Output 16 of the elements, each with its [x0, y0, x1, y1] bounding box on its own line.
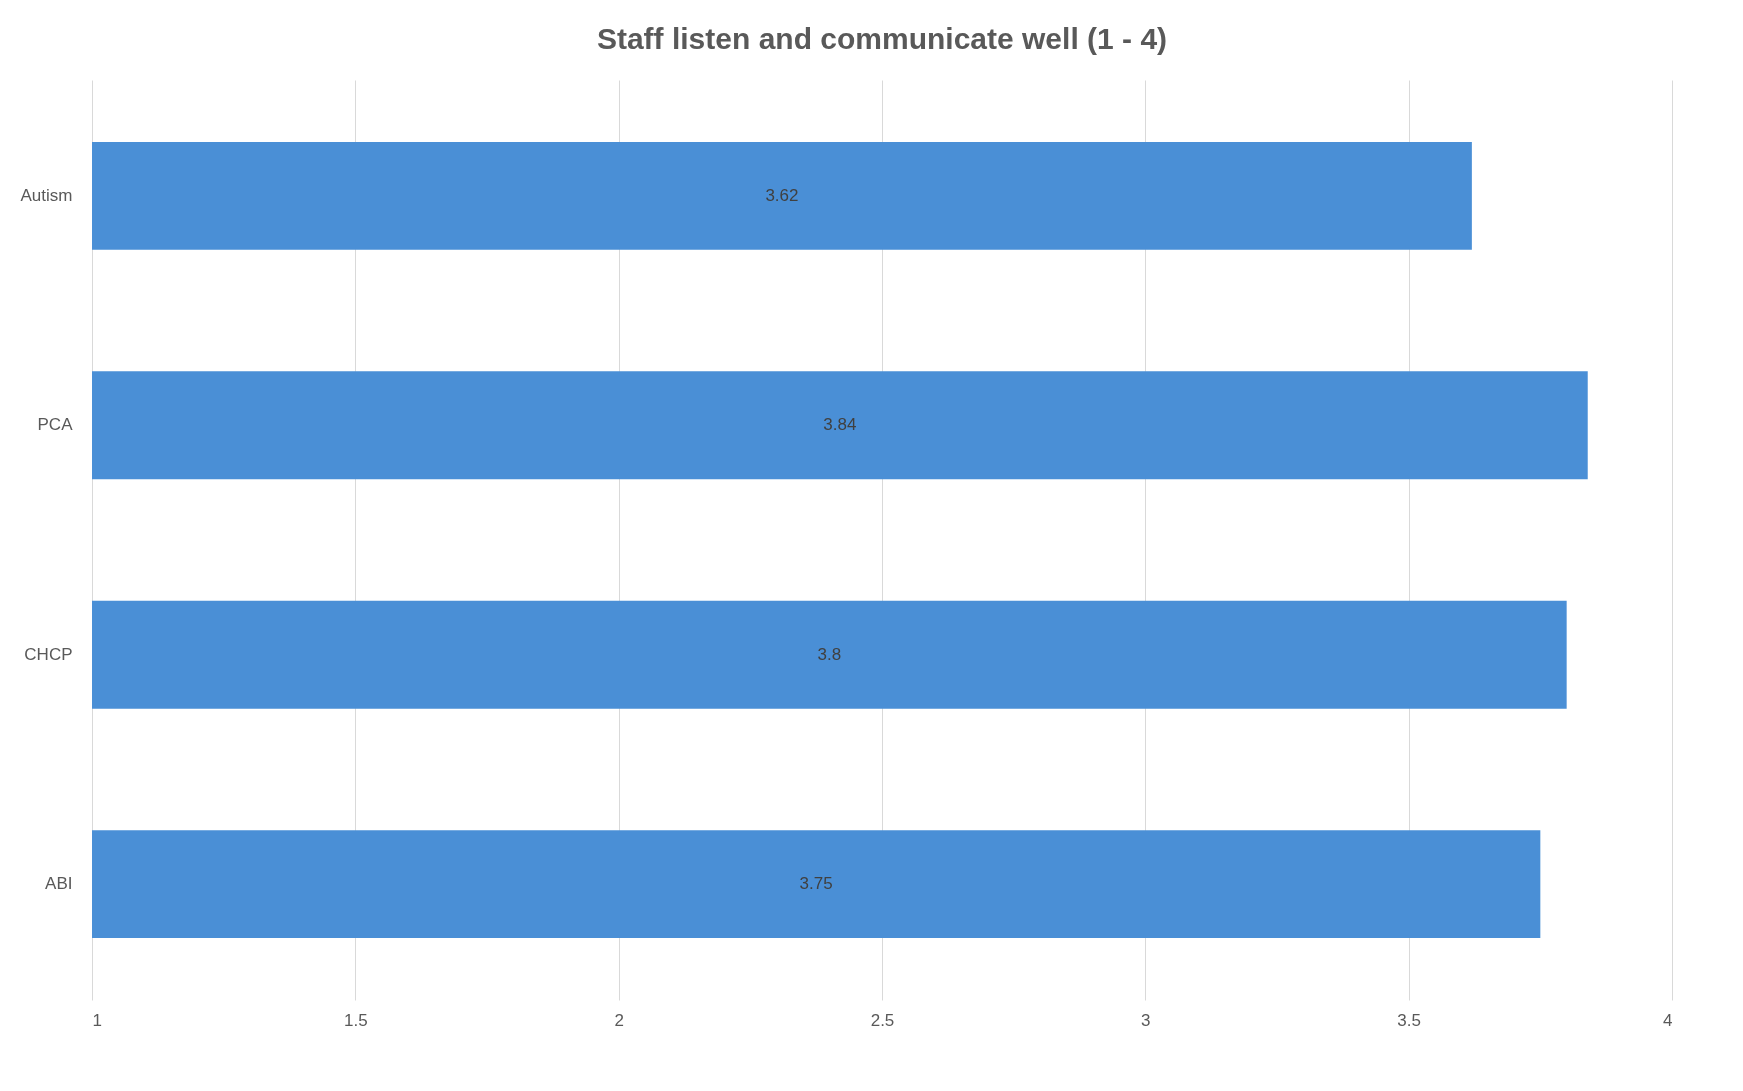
- y-tick-label: Autism: [20, 185, 73, 205]
- data-label: 3.8: [817, 644, 842, 664]
- x-tick-label: 1: [92, 1010, 102, 1030]
- x-tick-label: 1.5: [344, 1010, 368, 1030]
- x-tick-label: 3: [1141, 1010, 1151, 1030]
- data-label: 3.75: [799, 874, 833, 894]
- data-label: 3.62: [765, 185, 799, 205]
- x-tick-label: 4: [1663, 1010, 1673, 1030]
- x-tick-label: 2.5: [870, 1010, 895, 1030]
- x-tick-label: 3.5: [1397, 1010, 1421, 1030]
- x-tick-label: 2: [614, 1010, 624, 1030]
- data-label: 3.84: [823, 415, 857, 435]
- y-tick-label: ABI: [45, 874, 73, 894]
- chart-title: Staff listen and communicate well (1 - 4): [596, 22, 1168, 55]
- y-tick-label: PCA: [37, 415, 74, 435]
- y-tick-label: CHCP: [24, 644, 73, 664]
